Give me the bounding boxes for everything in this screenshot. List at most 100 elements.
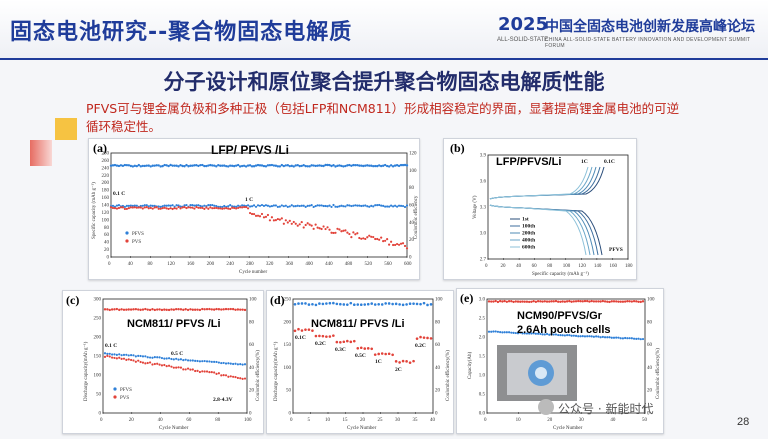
panel-a-ce-point	[401, 163, 405, 167]
panel-a-ce-point	[405, 164, 409, 167]
panel-c-ce-point	[127, 308, 130, 311]
panel-a-pvs-point	[332, 231, 335, 235]
panel-e-ce-point	[610, 300, 613, 303]
panel-a-ce-point	[264, 165, 268, 168]
panel-a-ytick: 240	[102, 166, 110, 171]
panel-e-cap-point	[499, 331, 502, 334]
panel-a-pfvs-point	[276, 205, 279, 208]
panel-e-cap-point	[577, 335, 580, 338]
panel-a-pfvs-point	[370, 204, 373, 207]
panel-e-ytick: 1.5	[479, 355, 486, 360]
panel-c-ce-point	[160, 308, 164, 312]
panel-a-ce-point	[288, 164, 291, 168]
panel-c-ce-point	[137, 308, 140, 311]
panel-c-xtick: 20	[129, 418, 135, 423]
panel-a-pvs-point	[217, 207, 220, 210]
panel-e-ce-point	[561, 300, 564, 303]
panel-c-ce-point	[103, 308, 107, 311]
panel-a-pvs-point	[241, 206, 244, 209]
panel-c-pfvs-point	[170, 357, 173, 361]
panel-a-ce-point	[296, 163, 299, 167]
panel-e-xtick: 50	[642, 418, 648, 423]
panel-d-ce-point	[293, 302, 297, 306]
panel-c-pvs-point	[229, 375, 232, 378]
panel-d-rate-label: 1C	[375, 359, 382, 365]
panel-a-ce-point	[185, 163, 188, 167]
panel-e-cap-point	[530, 332, 533, 335]
panel-e-plot: 0 10 20 30 40 50 0.0 0.5 1.0 1.5 2.0 2.5 3.0 0 20 40 60 8…	[468, 298, 661, 432]
panel-a-pvs-point	[372, 235, 375, 239]
panel-d-ce-point	[391, 302, 394, 306]
panel-d-xtick: 25	[378, 418, 384, 423]
panel-e-ce-point	[501, 300, 504, 303]
panel-a-pvs-point	[201, 206, 204, 210]
panel-d-ce-point	[405, 303, 408, 306]
panel-c-pfvs-point	[103, 352, 107, 355]
panel-d-ce-point	[394, 302, 398, 306]
panel-c-pfvs-point	[127, 354, 130, 357]
panel-e-cap-point	[626, 337, 629, 340]
panel-c-pvs-point	[106, 354, 109, 357]
panel-c-pvs-point	[205, 370, 209, 373]
panel-c-ytick: 40	[249, 366, 255, 371]
panel-a-pfvs-point	[229, 204, 232, 207]
panel-a-pvs-point	[286, 221, 289, 224]
panel-a-ce-point	[177, 165, 180, 168]
panel-a-pfvs-point	[264, 204, 268, 207]
panel-c-pfvs-point	[141, 355, 145, 358]
panel-e-cap-point	[572, 334, 575, 337]
panel-e-cap-point	[537, 332, 540, 335]
panel-b-discharge-curve	[489, 204, 603, 256]
panel-e-ce-point	[599, 300, 602, 303]
panel-a-pfvs-point	[395, 205, 399, 208]
panel-c-ytick: 0	[249, 412, 252, 417]
panel-a-pvs-point	[177, 205, 180, 209]
panel-c-pvs-point	[179, 366, 183, 369]
panel-e-ytick: 40	[647, 366, 653, 371]
panel-c-xtick: 0	[100, 418, 103, 423]
panel-a-pfvs-point	[147, 205, 150, 208]
panel-a-pfvs-point	[320, 204, 323, 207]
panel-d-cap-point	[335, 340, 339, 344]
panel-a-pfvs-point	[308, 204, 311, 207]
panel-a-pvs-point	[284, 219, 287, 222]
panel-a-ce-point	[240, 164, 244, 168]
panel-c-pfvs-point	[189, 359, 192, 362]
panel-a-pfvs-point	[356, 204, 359, 207]
panel-e-ce-point	[574, 300, 578, 303]
panel-a-ce-point	[252, 165, 256, 168]
panel-e-cap-point	[539, 332, 542, 336]
panel-a-ce-point	[161, 164, 164, 168]
panel-c-ytick: 100	[94, 374, 102, 379]
panel-c-ce-point	[148, 308, 152, 312]
panel-d-ce-point	[328, 301, 332, 305]
panel-b-ytick: 3.3	[480, 206, 487, 211]
panel-a-ce-point	[342, 165, 345, 168]
panel-c-ce-point	[146, 308, 149, 311]
panel-a-ytick: 80	[409, 186, 415, 191]
panel-c-ce-point	[158, 308, 161, 311]
panel-a-pvs-point	[193, 207, 196, 210]
panel-c-pfvs-point	[213, 360, 216, 363]
panel-c-pfvs-point	[184, 358, 187, 361]
panel-e-ce-point	[606, 300, 609, 303]
panel-a-ytick: 20	[104, 248, 110, 253]
panel-e-ce-point	[601, 299, 605, 303]
panel-a-pvs-point	[121, 206, 125, 209]
panel-a-pfvs-point	[262, 204, 266, 208]
panel-c-pvs-point	[224, 374, 228, 377]
panel-a-pvs-point	[312, 227, 315, 230]
panel-a-ce-point	[195, 164, 198, 167]
panel-a-pvs-point	[370, 235, 373, 238]
panel-d-xtick: 15	[343, 418, 349, 423]
panel-a-pfvs-point	[254, 205, 258, 208]
panel-a-ce-point	[163, 163, 166, 167]
panel-a-pvs-point	[298, 223, 301, 226]
panel-c-pvs-point	[148, 361, 152, 364]
panel-d-xtick: 30	[395, 418, 401, 423]
panel-a-ce-point	[280, 163, 284, 167]
panel-c-pfvs-point	[151, 356, 154, 359]
panel-e-cap-point	[566, 334, 569, 337]
panel-a-pfvs-point	[384, 205, 387, 208]
panel-a-pfvs-point	[153, 204, 156, 207]
